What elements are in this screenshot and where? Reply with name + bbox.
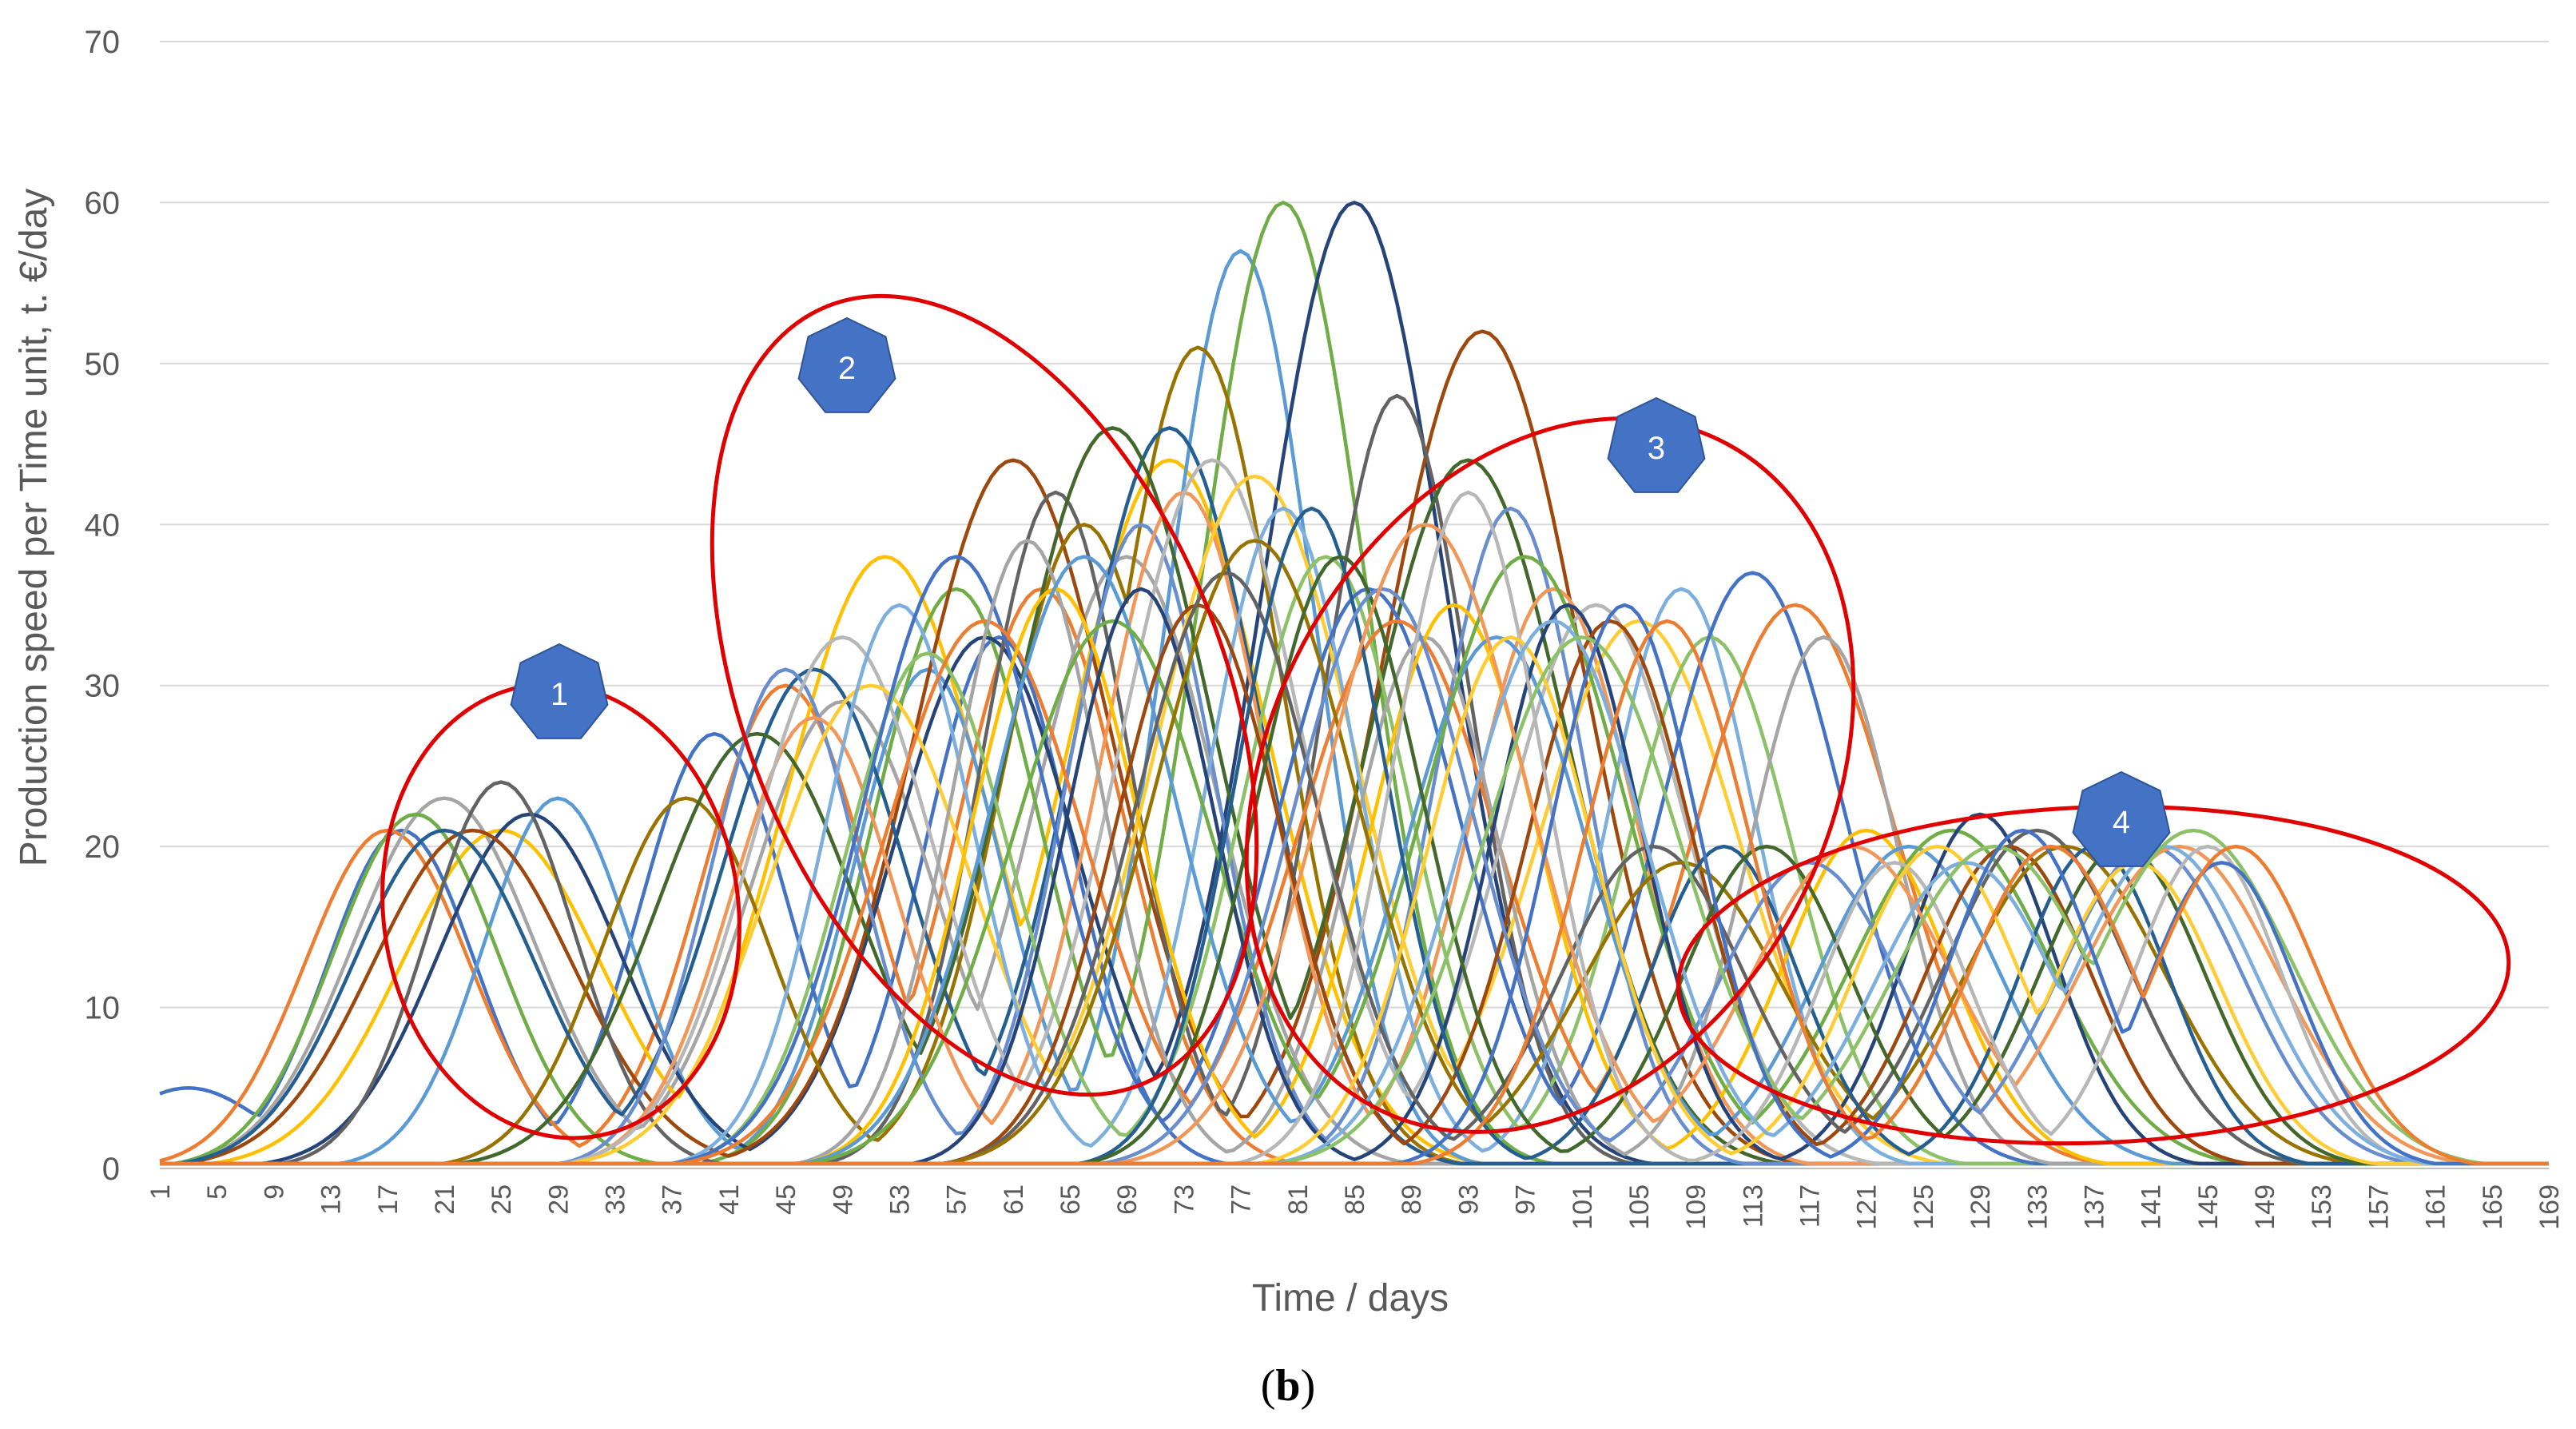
y-tick-label: 10 — [85, 991, 121, 1026]
y-tick-label: 0 — [102, 1152, 120, 1187]
x-tick-label: 9 — [259, 1184, 289, 1200]
x-tick-label: 17 — [373, 1184, 403, 1215]
series-line-S16 — [160, 474, 2549, 1166]
x-tick-label: 161 — [2421, 1184, 2451, 1230]
annotation-marker-1 — [510, 643, 609, 739]
x-tick-label: 137 — [2079, 1184, 2109, 1230]
x-tick-label: 1 — [145, 1184, 176, 1200]
x-axis-title: Time / days — [1252, 1277, 1449, 1320]
y-tick-label: 40 — [85, 508, 121, 543]
x-tick-label: 109 — [1681, 1184, 1711, 1230]
series-line-S38 — [160, 619, 2549, 1166]
series-line-S9 — [160, 393, 2549, 1166]
x-tick-label: 5 — [202, 1184, 233, 1200]
figure-caption: (b) — [1261, 1361, 1315, 1411]
x-tick-label: 49 — [828, 1184, 858, 1215]
x-tick-label: 25 — [487, 1184, 517, 1215]
annotation-marker-2 — [797, 316, 896, 413]
x-tick-label: 33 — [601, 1184, 631, 1215]
x-tick-label: 21 — [430, 1184, 460, 1215]
x-tick-label: 117 — [1795, 1184, 1826, 1228]
x-tick-label: 29 — [543, 1184, 574, 1215]
x-tick-label: 85 — [1340, 1184, 1370, 1215]
x-tick-label: 73 — [1169, 1184, 1199, 1215]
x-tick-label: 69 — [1112, 1184, 1143, 1215]
x-tick-label: 61 — [999, 1184, 1029, 1215]
annotation-marker-3 — [1607, 396, 1706, 493]
x-tick-label: 77 — [1226, 1184, 1257, 1215]
x-tick-label: 45 — [771, 1184, 801, 1215]
y-tick-label: 50 — [85, 347, 121, 382]
x-tick-label: 13 — [316, 1184, 347, 1215]
x-tick-label: 57 — [942, 1184, 972, 1215]
x-tick-label: 157 — [2363, 1184, 2394, 1230]
y-axis-ticks: 0 10 20 30 40 50 60 70 — [85, 25, 121, 1187]
y-tick-label: 60 — [85, 185, 121, 221]
x-tick-label: 145 — [2193, 1184, 2224, 1230]
x-tick-label: 97 — [1511, 1184, 1541, 1215]
x-tick-label: 149 — [2250, 1184, 2280, 1230]
x-tick-label: 41 — [714, 1184, 745, 1215]
x-tick-label: 165 — [2478, 1184, 2508, 1230]
x-tick-label: 37 — [658, 1184, 688, 1215]
x-tick-label: 153 — [2307, 1184, 2337, 1230]
x-tick-label: 101 — [1568, 1184, 1598, 1230]
x-tick-label: 81 — [1283, 1184, 1314, 1215]
annotation-marker-4 — [2072, 770, 2171, 867]
annotation-label: 4 — [2113, 805, 2130, 840]
x-tick-label: 141 — [2137, 1184, 2167, 1230]
annotation-ellipse-2 — [710, 293, 1259, 1097]
x-tick-label: 113 — [1738, 1184, 1768, 1228]
x-tick-label: 133 — [2022, 1184, 2053, 1230]
y-tick-label: 30 — [85, 669, 121, 704]
series-line-S12 — [160, 426, 2549, 1166]
annotation-ellipse-3 — [1244, 416, 1856, 1134]
annotations: 1 2 3 4 — [380, 293, 2511, 1146]
annotation-label: 1 — [551, 677, 568, 712]
x-tick-label: 89 — [1397, 1184, 1427, 1215]
y-axis-title: Production speed per Time unit, t. €/day — [13, 189, 55, 866]
x-tick-label: 121 — [1852, 1184, 1882, 1230]
x-tick-label: 65 — [1055, 1184, 1086, 1215]
annotation-label: 2 — [838, 351, 856, 386]
x-tick-label: 93 — [1453, 1184, 1484, 1215]
x-tick-label: 53 — [885, 1184, 915, 1215]
x-tick-label: 129 — [1966, 1184, 1996, 1230]
annotation-label: 3 — [1648, 431, 1665, 466]
y-tick-label: 70 — [85, 25, 121, 60]
x-axis-ticks: 1 5 9 13 17 21 25 29 33 37 41 45 49 53 57 61 65 69 73 77 81 8… — [145, 1184, 2565, 1230]
y-tick-label: 20 — [85, 830, 121, 865]
x-tick-label: 105 — [1624, 1184, 1655, 1230]
x-tick-label: 169 — [2534, 1184, 2565, 1230]
x-tick-label: 125 — [1909, 1184, 1939, 1230]
